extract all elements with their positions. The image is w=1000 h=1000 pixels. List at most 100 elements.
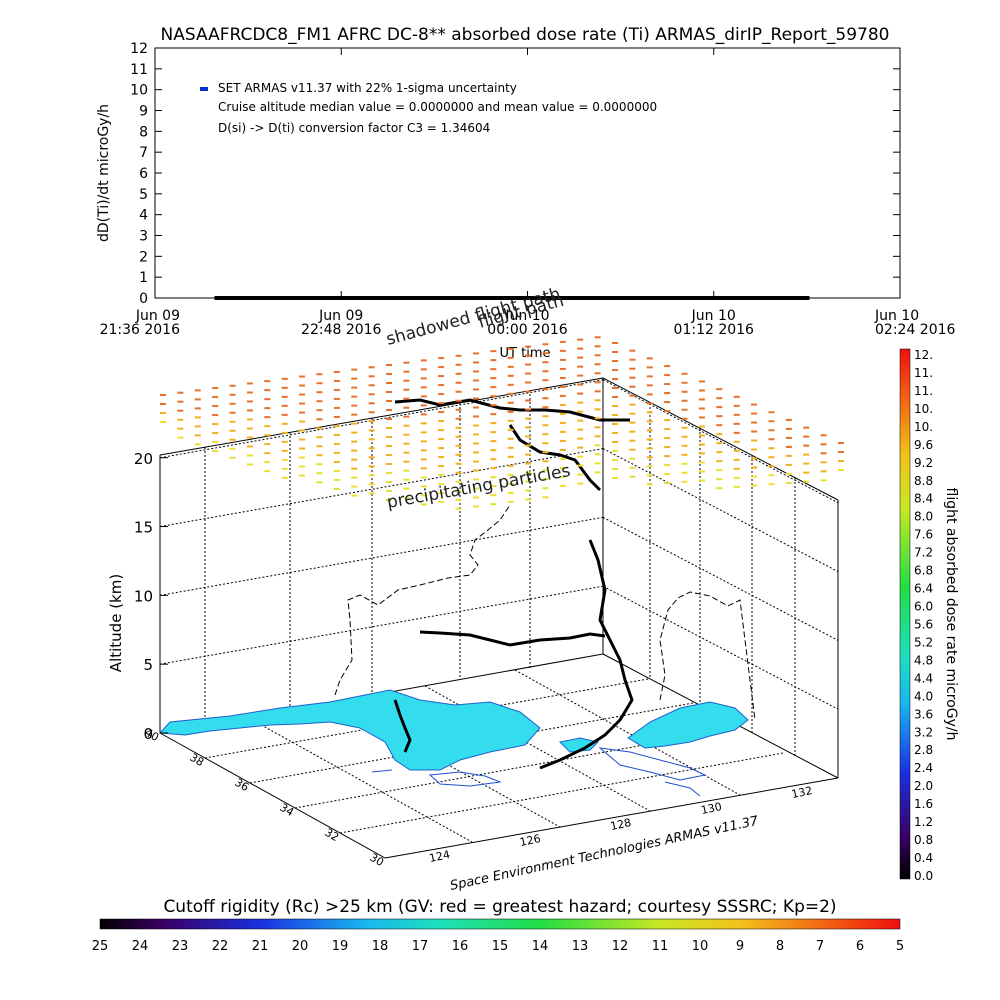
right-colorbar-ticks: 12. 11. 11. 10. 10. 9.6 9.2 8.8 8.4 8.0 7.6 7.2 6.8 6…	[914, 348, 933, 883]
top-y-axis-label: dD(Ti)/dt microGy/h	[96, 104, 112, 242]
bottom-colorbar-tick: 5	[896, 939, 904, 954]
right-colorbar-tick: 1.2	[914, 815, 933, 829]
bottom-colorbar-ticks: 25 24 23 22 21 20 19 18 17 16 15 14 13 12 11 10 9 8 7 6 5	[92, 939, 904, 954]
bottom-colorbar-tick: 13	[572, 939, 589, 954]
right-colorbar-tick: 7.6	[914, 528, 933, 542]
longitude-tick-label: 132	[790, 784, 813, 801]
longitude-tick-label: 124	[428, 848, 451, 865]
right-colorbar-tick: 6.0	[914, 600, 933, 614]
altitude-gridline-right	[602, 379, 839, 504]
land-island	[558, 737, 599, 753]
bottom-colorbar: Cutoff rigidity (Rc) >25 km (GV: red = g…	[92, 897, 904, 954]
bottom-colorbar-tick: 6	[856, 939, 864, 954]
chart-title: NASAAFRCDC8_FM1 AFRC DC-8** absorbed dos…	[161, 25, 890, 45]
right-colorbar-tick: 6.4	[914, 582, 933, 596]
right-colorbar: 12. 11. 11. 10. 10. 9.6 9.2 8.8 8.4 8.0 7.6 7.2 6.8 6…	[899, 348, 959, 883]
bottom-colorbar-label: Cutoff rigidity (Rc) >25 km (GV: red = g…	[163, 897, 836, 917]
altitude-tick-label: 20	[134, 450, 153, 468]
right-colorbar-tick: 3.6	[914, 707, 933, 721]
altitude-gridlines	[159, 379, 839, 710]
back-wall-top	[159, 377, 604, 456]
legend-entry: SET ARMAS v11.37 with 22% 1-sigma uncert…	[218, 81, 517, 95]
x-tick-date: Jun 09	[135, 308, 180, 324]
right-colorbar-tick: 12.	[914, 348, 933, 362]
y-tick-label: 0	[139, 291, 148, 307]
bottom-colorbar-tick: 11	[652, 939, 669, 954]
right-colorbar-tick: 0.0	[914, 869, 933, 883]
altitude-gridline-left	[159, 448, 604, 528]
x-tick-time: 02:24 2016	[875, 322, 956, 338]
precipitating-particle-markers	[160, 336, 844, 510]
bottom-colorbar-gradient	[99, 918, 901, 930]
bottom-colorbar-tick: 14	[532, 939, 549, 954]
floor-gridlines	[204, 669, 784, 843]
altitude-tick-label: 0	[143, 725, 153, 743]
latitude-tick-label: 30	[367, 851, 386, 869]
bottom-colorbar-tick: 7	[816, 939, 824, 954]
right-colorbar-tick: 11.	[914, 366, 933, 380]
bottom-colorbar-tick: 21	[252, 939, 269, 954]
right-colorbar-tick: 8.8	[914, 474, 933, 488]
x-tick-time: 21:36 2016	[100, 322, 181, 338]
y-tick-label: 6	[139, 166, 148, 182]
right-colorbar-tick: 10.	[914, 420, 933, 434]
altitude-tick-label: 5	[143, 656, 153, 674]
wall-vertical-gridlines	[204, 390, 796, 756]
right-colorbar-tick: 8.4	[914, 492, 933, 506]
right-colorbar-tick: 9.6	[914, 438, 933, 452]
bottom-colorbar-tick: 24	[132, 939, 149, 954]
bottom-colorbar-tick: 25	[92, 939, 109, 954]
right-colorbar-tick: 2.8	[914, 743, 933, 757]
x-tick-date: Jun 10	[504, 308, 549, 324]
right-colorbar-tick: 7.2	[914, 546, 933, 560]
altitude-gridline-right	[602, 516, 839, 641]
y-tick-label: 5	[139, 187, 148, 203]
y-tick-label: 11	[130, 62, 148, 78]
bottom-colorbar-tick: 22	[212, 939, 229, 954]
y-tick-label: 1	[139, 270, 148, 286]
right-colorbar-label: flight absorbed dose rate microGy/h	[943, 488, 959, 741]
floor-front-right	[384, 777, 839, 859]
y-tick-label: 10	[130, 83, 148, 99]
x-tick-time: 00:00 2016	[487, 322, 568, 338]
right-colorbar-tick: 9.2	[914, 456, 933, 470]
flight-path	[393, 398, 634, 770]
land-korea-china	[158, 689, 541, 771]
right-colorbar-tick: 5.6	[914, 617, 933, 631]
shadowed-flight-path	[334, 504, 756, 721]
y-tick-label: 7	[139, 145, 148, 161]
altitude-gridline-left	[159, 585, 604, 665]
bottom-colorbar-tick: 20	[292, 939, 309, 954]
bottom-colorbar-tick: 17	[412, 939, 429, 954]
bottom-colorbar-tick: 23	[172, 939, 189, 954]
latitude-tick-label: 32	[322, 826, 341, 844]
y-tick-label: 12	[130, 41, 148, 57]
right-colorbar-tick: 6.8	[914, 564, 933, 578]
y-tick-label: 4	[139, 208, 148, 224]
land-japan	[627, 701, 749, 749]
altitude-gridline-left	[159, 516, 604, 596]
y-tick-label: 8	[139, 124, 148, 140]
back-wall-right-top	[602, 377, 839, 501]
altitude-tick-label: 10	[134, 587, 153, 605]
right-colorbar-gradient	[899, 348, 911, 880]
bottom-colorbar-tick: 19	[332, 939, 349, 954]
x-tick-time: 01:12 2016	[674, 322, 755, 338]
annotation-precipitating-particles: precipitating particles	[385, 461, 572, 513]
y-tick-label: 9	[139, 104, 148, 120]
x-tick-date: Jun 10	[691, 308, 736, 324]
right-colorbar-tick: 4.0	[914, 689, 933, 703]
latitude-tick-label: 38	[187, 751, 206, 769]
right-colorbar-tick: 4.4	[914, 671, 933, 685]
latitude-tick-label: 40	[142, 726, 161, 744]
right-colorbar-tick: 1.6	[914, 797, 933, 811]
altitude-axis-ticks: 0 5 10 15 20	[134, 450, 168, 743]
annotation-conversion: D(si) -> D(ti) conversion factor C3 = 1.…	[218, 121, 490, 135]
three-d-plot: shadowed flight path flight path precipi…	[107, 284, 844, 894]
coastline-contours	[371, 747, 707, 797]
bottom-colorbar-tick: 9	[736, 939, 744, 954]
